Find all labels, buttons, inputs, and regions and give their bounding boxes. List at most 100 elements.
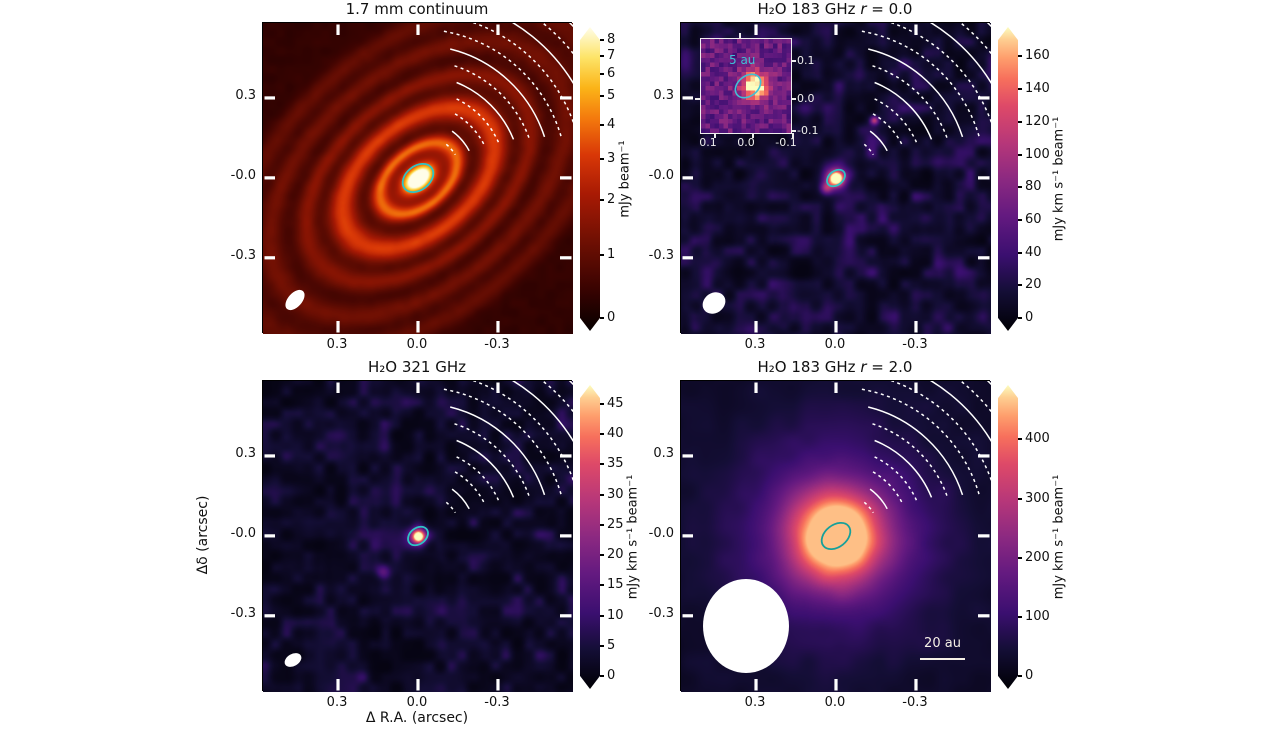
colorbar-tick-mark	[600, 199, 604, 202]
contour-arc	[872, 471, 904, 504]
y-tick-label: -0.0	[230, 525, 256, 541]
colorbar-tick-mark	[600, 524, 604, 527]
x-tick-label: -0.3	[902, 337, 928, 352]
inset-tick-mark	[791, 130, 796, 132]
colorbar-tick-label: 80	[1025, 179, 1042, 195]
colorbar-tick-label: 30	[607, 486, 624, 502]
colorbar-gradient-1	[998, 27, 1018, 331]
contour-arc	[874, 439, 933, 498]
contour-arc	[454, 423, 530, 496]
colorbar-tick-label: 6	[607, 66, 616, 82]
colorbar-tick-label: 160	[1025, 48, 1050, 64]
panel-h2o-321: H₂O 321 GHz mJy km s⁻¹ beam⁻¹ 0 5 10 15 20 25…	[231, 358, 641, 710]
colorbar-tick-label: 8	[607, 32, 616, 47]
contour-arc	[443, 388, 562, 496]
contour-arc	[868, 48, 964, 138]
contour-arc	[869, 488, 888, 510]
y-tick-label: -0.0	[230, 167, 256, 183]
x-tick-label: 0.3	[744, 337, 766, 352]
contour-arc	[456, 439, 515, 498]
contour-arc	[869, 130, 888, 152]
contour-arc	[861, 388, 980, 496]
overlay-2	[264, 381, 573, 691]
inset-tick-mark	[792, 133, 794, 138]
x-tick-label: -0.3	[484, 695, 510, 710]
colorbar-tick-label: 40	[1025, 244, 1042, 260]
contour-arc	[863, 143, 874, 156]
contour-arc	[890, 381, 991, 482]
panel-title: H₂O 183 GHz r = 2.0	[680, 358, 990, 376]
colorbar-tick-mark	[600, 39, 604, 41]
colorbar-tick-label: 0	[1025, 668, 1034, 683]
colorbar-tick-label: 400	[1025, 431, 1050, 447]
colorbar-gradient-2	[580, 385, 600, 689]
colorbar-tick-mark	[600, 463, 604, 466]
inset-tick-mark	[791, 60, 796, 62]
contour-arc	[511, 381, 573, 443]
y-tick-label: 0.3	[235, 87, 256, 103]
y-tick-label: -0.3	[648, 605, 674, 621]
colorbar-tick-label: 200	[1025, 549, 1050, 565]
colorbar-unit-1: mJy km s⁻¹ beam⁻¹	[1051, 116, 1067, 242]
colorbar-tick-mark	[600, 614, 604, 617]
heatmap-h2o-183-r0	[680, 22, 991, 334]
x-axis-label: Δ R.A. (arcsec)	[365, 710, 469, 726]
colorbar-tick-mark	[600, 584, 604, 587]
panel-title: H₂O 183 GHz r = 0.0	[680, 0, 990, 18]
inset-scale-annotation: 5 au	[729, 53, 756, 67]
colorbar-tick-label: 15	[607, 577, 624, 593]
y-tick-label: -0.3	[230, 247, 256, 263]
colorbar-tick-label: 140	[1025, 80, 1050, 96]
colorbar-tick-label: 60	[1025, 211, 1042, 227]
contour-arc	[799, 381, 991, 491]
contour-arc	[959, 23, 991, 55]
heatmap-continuum	[262, 22, 573, 334]
center-contour-ellipse	[401, 162, 435, 194]
contour-arc	[454, 113, 486, 146]
contour-arc	[451, 488, 470, 510]
contour-arc	[456, 98, 500, 143]
colorbar-h2o-183-r0: mJy km s⁻¹ beam⁻¹ 0 20 40 60 80 100 120 140 160	[998, 27, 1094, 331]
y-tick-label: -0.3	[230, 605, 256, 621]
inset-y-tick-label: -0.1	[797, 124, 819, 137]
inset-canvas	[701, 39, 791, 133]
colorbar-tick-label: 25	[607, 517, 624, 533]
colorbar-tick-label: 300	[1025, 490, 1050, 506]
colorbar-tick-mark	[600, 403, 604, 406]
inset-y-tick-label: 0.0	[797, 92, 815, 105]
colorbar-tick-label: 2	[607, 192, 616, 208]
overlay-0	[264, 23, 573, 333]
colorbar-tick-mark	[600, 317, 604, 319]
contour-arc	[456, 81, 515, 140]
scale-bar-label: 20 au	[924, 636, 961, 651]
colorbar-tick-label: 4	[607, 116, 616, 132]
contour-arc	[872, 113, 904, 146]
colorbar-tick-mark	[600, 55, 604, 58]
contour-arc	[861, 30, 980, 138]
colorbar-tick-label: 1	[607, 246, 616, 262]
beam-ellipse	[702, 292, 726, 314]
inset-tick-mark	[739, 33, 741, 38]
panel-title-text: 1.7 mm continuum	[345, 0, 489, 18]
colorbar-tick-mark	[1018, 87, 1022, 90]
colorbar-tick-mark	[1018, 251, 1022, 254]
contour-arc	[929, 23, 991, 85]
heatmap-h2o-183-r2	[680, 380, 991, 692]
contour-arc	[874, 98, 918, 143]
overlay-1	[682, 23, 991, 333]
x-tick-label: 0.0	[824, 695, 846, 710]
contour-arc	[568, 381, 573, 386]
y-tick-label: -0.3	[648, 247, 674, 263]
center-contour-ellipse	[820, 521, 852, 551]
colorbar-tick-mark	[1018, 218, 1022, 221]
colorbar-tick-mark	[600, 675, 604, 677]
inset-x-tick-label: 0.0	[737, 136, 755, 149]
colorbar-tick-label: 7	[607, 48, 616, 64]
panel-title-text: H₂O 183 GHz	[757, 0, 861, 18]
contour-arc	[511, 23, 573, 85]
colorbar-tick-label: 20	[607, 547, 624, 563]
panel-title-italic: r	[860, 358, 867, 376]
colorbar-tick-mark	[1018, 55, 1022, 58]
panel-title-text: H₂O 183 GHz	[757, 358, 861, 376]
